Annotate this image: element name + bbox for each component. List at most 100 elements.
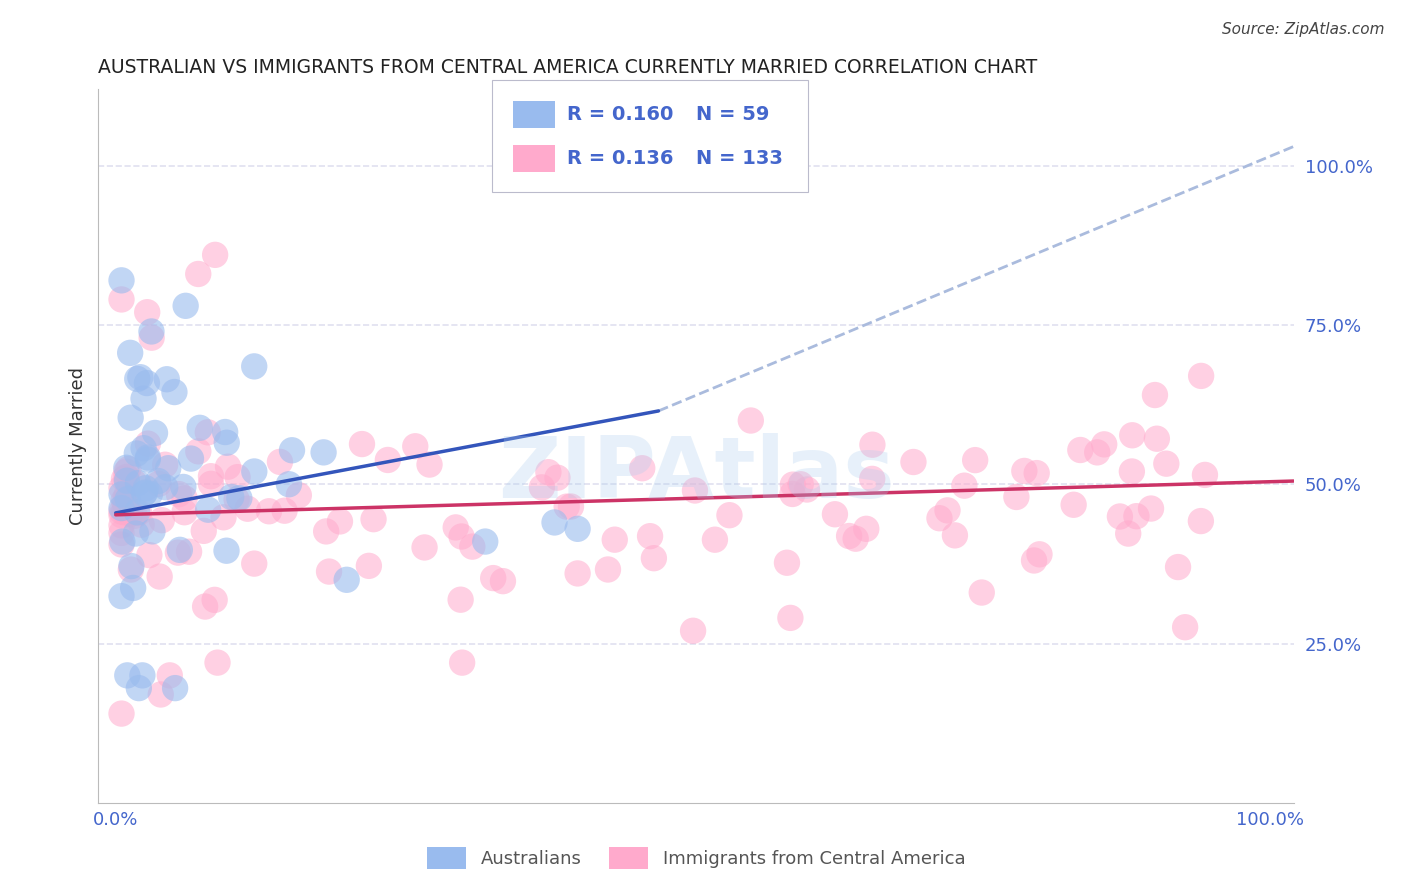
Point (357, 558, 380, 573)
Point (173, 491, 195, 506)
Point (136, 305, 159, 319)
Point (149, 569, 172, 583)
Point (128, 506, 150, 520)
Point (115, 488, 138, 502)
Point (243, 465, 266, 479)
Point (1174, 620, 1197, 634)
Point (194, 599, 217, 614)
Point (450, 529, 472, 543)
Y-axis label: Currently Married: Currently Married (69, 367, 87, 525)
Point (134, 485, 156, 500)
Point (838, 529, 860, 543)
Point (110, 273, 132, 287)
Point (1140, 501, 1163, 516)
Point (150, 513, 173, 527)
Point (312, 445, 335, 459)
Text: AUSTRALIAN VS IMMIGRANTS FROM CENTRAL AMERICA CURRENTLY MARRIED CORRELATION CHAR: AUSTRALIAN VS IMMIGRANTS FROM CENTRAL AM… (98, 57, 1038, 77)
Point (225, 492, 247, 507)
Point (132, 392, 155, 406)
Point (200, 469, 222, 483)
Point (928, 511, 950, 525)
Point (112, 472, 135, 486)
Point (1014, 464, 1036, 478)
Text: Source: ZipAtlas.com: Source: ZipAtlas.com (1222, 22, 1385, 37)
Point (120, 507, 142, 521)
Point (120, 563, 142, 577)
Point (110, 706, 132, 721)
Point (377, 453, 399, 467)
Point (217, 459, 239, 474)
Point (444, 520, 467, 534)
Point (363, 512, 385, 526)
Point (789, 477, 811, 491)
Point (143, 425, 166, 440)
Point (167, 487, 190, 501)
Legend: Australians, Immigrants from Central America: Australians, Immigrants from Central Ame… (419, 839, 973, 876)
Point (128, 681, 150, 695)
Point (860, 438, 883, 452)
Point (177, 544, 200, 558)
Point (329, 515, 352, 529)
Point (450, 592, 472, 607)
Point (228, 491, 250, 505)
Point (115, 474, 138, 488)
Point (567, 522, 589, 536)
Point (146, 474, 169, 488)
Point (139, 487, 162, 501)
Point (965, 453, 987, 467)
Point (129, 370, 152, 384)
Point (1121, 428, 1143, 442)
Point (278, 477, 301, 491)
Point (132, 441, 155, 455)
Point (537, 465, 560, 479)
Point (110, 487, 132, 501)
Point (163, 385, 186, 400)
Point (1146, 432, 1168, 446)
Point (740, 413, 762, 427)
Point (115, 460, 138, 475)
Text: N = 133: N = 133 (696, 149, 783, 169)
Text: R = 0.136: R = 0.136 (567, 149, 673, 169)
Point (1092, 437, 1115, 451)
Point (1005, 490, 1028, 504)
Point (1063, 498, 1085, 512)
Point (204, 248, 226, 262)
Point (187, 444, 209, 458)
Point (1143, 388, 1166, 402)
Point (214, 425, 236, 439)
Point (122, 475, 145, 490)
Point (114, 496, 136, 510)
Point (318, 565, 340, 579)
Point (418, 458, 440, 472)
Point (1121, 465, 1143, 479)
Point (159, 668, 181, 682)
Point (782, 477, 804, 491)
Point (461, 540, 484, 554)
Point (1125, 509, 1147, 524)
Point (683, 483, 706, 498)
Point (315, 524, 337, 539)
Point (165, 681, 187, 695)
Point (141, 524, 163, 539)
Point (243, 557, 266, 571)
Point (1109, 509, 1132, 524)
Point (682, 624, 704, 638)
Point (219, 490, 242, 504)
Point (703, 533, 725, 547)
Point (643, 551, 665, 566)
Point (157, 461, 180, 475)
Point (567, 566, 589, 581)
Point (155, 480, 177, 494)
Point (153, 458, 176, 472)
Point (226, 470, 249, 484)
Point (1028, 547, 1050, 561)
Point (187, 267, 209, 281)
Point (110, 518, 132, 533)
Point (115, 470, 138, 484)
Point (596, 562, 619, 576)
Point (1116, 526, 1139, 541)
Point (180, 451, 202, 466)
Point (215, 543, 238, 558)
Point (1167, 560, 1189, 574)
Point (111, 534, 134, 549)
